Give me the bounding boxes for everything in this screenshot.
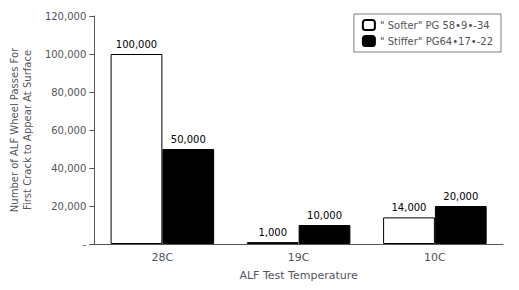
- svg-text:28C: 28C: [152, 251, 174, 264]
- svg-text:50,000: 50,000: [171, 134, 206, 145]
- svg-text:80,000: 80,000: [51, 87, 86, 98]
- svg-text:20,000: 20,000: [51, 201, 86, 212]
- svg-text:" Softer" PG 58•9•-34: " Softer" PG 58•9•-34: [380, 20, 490, 31]
- svg-text:14,000: 14,000: [391, 202, 426, 213]
- svg-text:1,000: 1,000: [258, 227, 287, 238]
- svg-text:20,000: 20,000: [443, 191, 478, 202]
- svg-text:First Crack to Appear At Surfa: First Crack to Appear At Surface: [22, 50, 33, 210]
- svg-text:-: -: [83, 239, 87, 250]
- svg-text:60,000: 60,000: [51, 125, 86, 136]
- svg-text:40,000: 40,000: [51, 163, 86, 174]
- svg-text:120,000: 120,000: [45, 11, 86, 22]
- svg-text:ALF Test Temperature: ALF Test Temperature: [239, 269, 358, 282]
- svg-text:10,000: 10,000: [307, 210, 342, 221]
- svg-text:Number of ALF Wheel Passes For: Number of ALF Wheel Passes For: [9, 47, 20, 212]
- svg-text:100,000: 100,000: [116, 39, 157, 50]
- svg-text:10C: 10C: [424, 251, 446, 264]
- svg-text:19C: 19C: [288, 251, 310, 264]
- svg-text:100,000: 100,000: [45, 49, 86, 60]
- svg-text:" Stiffer" PG64•17•-22: " Stiffer" PG64•17•-22: [380, 36, 493, 47]
